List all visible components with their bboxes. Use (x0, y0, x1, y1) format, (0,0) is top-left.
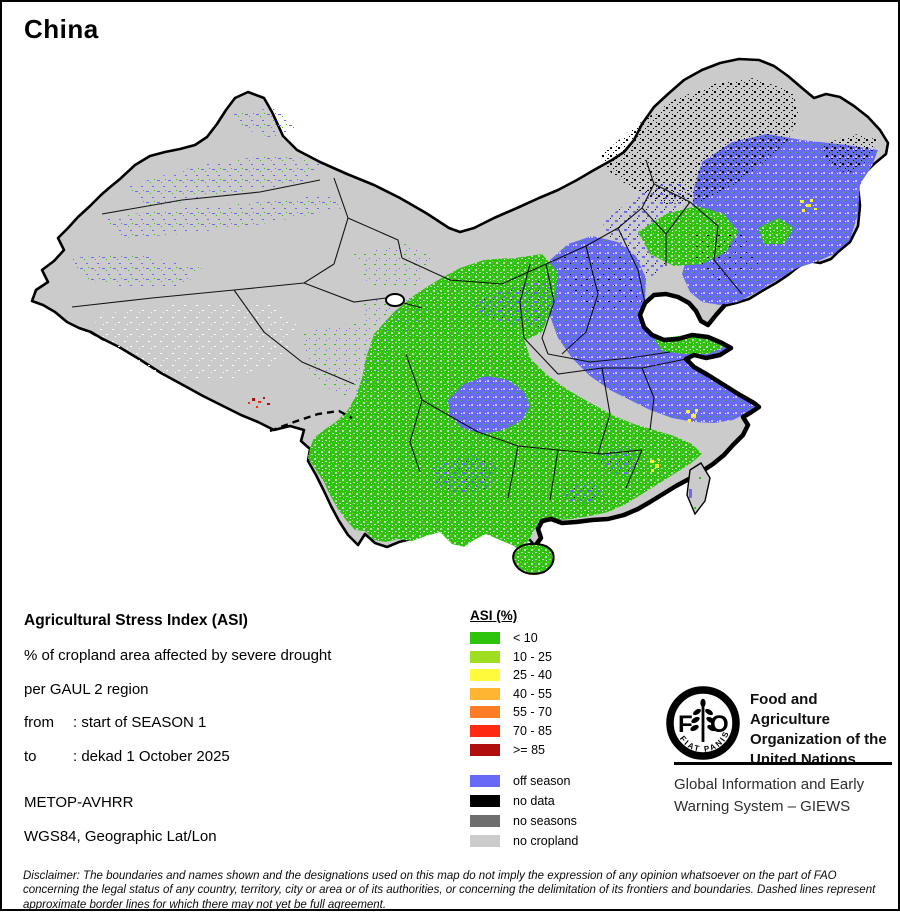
legend-swatch (470, 775, 500, 788)
giews-caption: Global Information and Early Warning Sys… (674, 776, 865, 815)
disclaimer-text: Disclaimer: The boundaries and names sho… (23, 869, 876, 912)
legend-item: < 10 (470, 631, 660, 645)
hainan-island (512, 542, 555, 575)
legend-item: 70 - 85 (470, 724, 660, 738)
sensor-info: METOP-AVHRR WGS84, Geographic Lat/Lon (24, 794, 217, 862)
asi-subtitle-2: per GAUL 2 region (24, 680, 149, 698)
legend-item: off season (470, 774, 660, 788)
legend-gap (470, 761, 660, 774)
legend-item: no seasons (470, 814, 660, 828)
fao-letter-f: F (678, 711, 693, 738)
legend-swatch (470, 632, 500, 644)
legend-title: ASI (%) (470, 608, 518, 623)
wheat-ear-icon (690, 698, 716, 742)
taiwan-island (686, 462, 711, 516)
asi-subtitle-1: % of cropland area affected by severe dr… (24, 647, 332, 664)
footer-divider (674, 762, 892, 765)
legend-swatch (470, 706, 500, 719)
projection-info: WGS84, Geographic Lat/Lon (24, 828, 217, 845)
legend-swatch (470, 669, 500, 682)
legend-item: 25 - 40 (470, 668, 660, 682)
legend-swatch (470, 724, 500, 737)
legend-item: no data (470, 794, 660, 808)
map-regions (72, 78, 878, 550)
legend-swatch (470, 814, 500, 827)
yellow-stress-clusters (650, 199, 817, 472)
red-stress-cluster (248, 397, 270, 408)
legend-item: >= 85 (470, 743, 660, 757)
legend-swatch (470, 794, 500, 807)
sensor-name: METOP-AVHRR (24, 794, 134, 811)
asi-legend: ASI (%) < 10 10 - 25 25 - 40 40 - 55 55 … (470, 608, 660, 853)
legend-item: 55 - 70 (470, 705, 660, 719)
asi-china-map (30, 57, 890, 575)
legend-item: no cropland (470, 834, 660, 848)
period-from: from : start of SEASON 1 (24, 714, 207, 731)
legend-item: 10 - 25 (470, 650, 660, 664)
legend-swatch (470, 650, 500, 663)
asi-heading: Agricultural Stress Index (ASI) (24, 612, 248, 629)
period-to: to : dekad 1 October 2025 (24, 747, 230, 765)
fao-letter-o: O (710, 711, 729, 738)
fao-org-name: Food and Agriculture Organization of the… (750, 691, 887, 768)
qinghai-lake (385, 293, 405, 307)
coastline (532, 291, 762, 549)
legend-swatch (470, 687, 500, 700)
dashed-border-lines (89, 330, 353, 433)
legend-swatch (470, 743, 500, 756)
fao-logo: F O FIAT PANIS (666, 686, 740, 760)
map-description: Agricultural Stress Index (ASI) % of cro… (24, 612, 454, 781)
page-title: China (24, 14, 99, 44)
legend-item: 40 - 55 (470, 687, 660, 701)
legend-swatch (470, 834, 500, 847)
